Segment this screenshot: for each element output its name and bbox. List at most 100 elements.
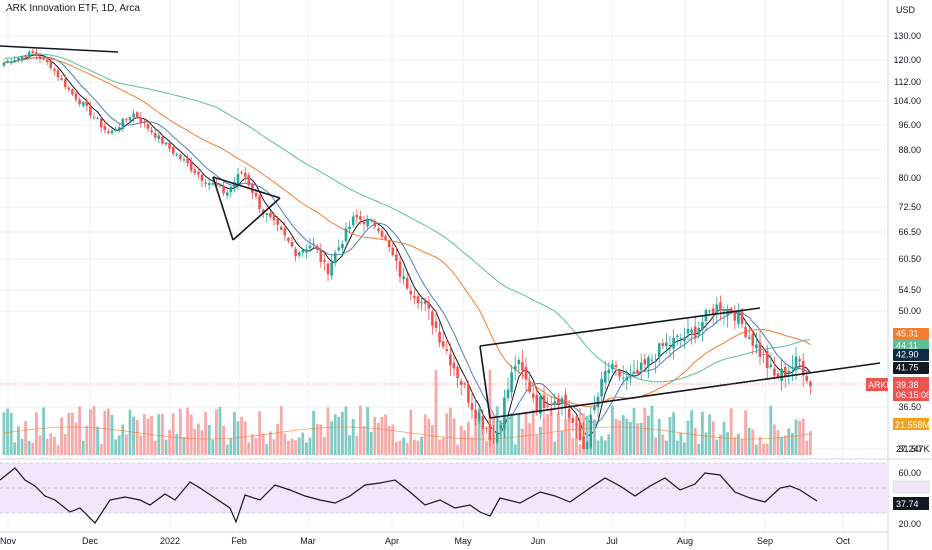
candle-body xyxy=(794,356,798,371)
volume-bar xyxy=(135,419,139,455)
candle-body xyxy=(42,58,45,60)
time-axis-label: Jul xyxy=(606,536,618,546)
candle-body xyxy=(618,370,621,377)
candle-body xyxy=(675,335,679,337)
volume-bar xyxy=(85,425,89,455)
candle-body xyxy=(571,418,575,423)
candle-body xyxy=(254,192,258,197)
volume-bar xyxy=(276,424,279,455)
volume-bar xyxy=(211,439,215,455)
volume-bar xyxy=(549,408,553,455)
volume-bar xyxy=(49,433,53,455)
volume-bar xyxy=(395,442,398,455)
candle-body xyxy=(89,106,92,116)
volume-bar xyxy=(427,418,431,455)
volume-bar xyxy=(726,432,729,455)
candle-body xyxy=(276,219,279,225)
volume-bar xyxy=(287,440,290,455)
candle-body xyxy=(503,397,506,429)
volume-bar xyxy=(384,414,387,455)
trendline[interactable] xyxy=(212,176,281,199)
candle-body xyxy=(632,371,636,374)
candle-body xyxy=(240,172,243,174)
volume-bar xyxy=(117,435,121,455)
volume-bar xyxy=(326,407,330,455)
volume-bar xyxy=(445,413,449,455)
candle-body xyxy=(650,359,654,361)
volume-bar xyxy=(222,425,225,455)
volume-bar xyxy=(283,433,287,455)
candle-body xyxy=(351,216,355,226)
volume-bar xyxy=(128,409,132,455)
rsi-value-text: 37.74 xyxy=(896,499,919,509)
candle-body xyxy=(369,219,373,221)
volume-bar xyxy=(794,419,798,455)
candle-body xyxy=(693,326,697,338)
candle-body xyxy=(395,254,398,261)
ticker-tag-box xyxy=(866,378,888,391)
candle-body xyxy=(485,427,488,429)
volume-bar xyxy=(27,440,31,455)
volume-bar xyxy=(42,407,45,455)
volume-bar xyxy=(711,421,715,455)
volume-bar xyxy=(193,428,197,455)
candle-body xyxy=(427,302,431,309)
candle-body xyxy=(377,228,380,231)
candle-body xyxy=(146,124,150,129)
time-axis-label: May xyxy=(454,536,472,546)
volume-bar xyxy=(362,426,366,455)
volume-bar xyxy=(452,418,456,455)
volume-bar xyxy=(13,442,17,455)
volume-bar xyxy=(603,440,607,455)
candle-body xyxy=(6,61,9,63)
candle-body xyxy=(517,360,521,365)
candle-body xyxy=(582,436,585,449)
trendline[interactable] xyxy=(479,307,761,347)
volume-bar xyxy=(189,414,193,455)
price-axis-label: 54.50 xyxy=(898,285,921,295)
trendline[interactable] xyxy=(232,197,281,241)
candle-body xyxy=(758,342,762,358)
volume-bar xyxy=(146,418,150,455)
candle-body xyxy=(402,276,405,279)
candle-body xyxy=(150,130,153,133)
candle-body xyxy=(297,252,301,256)
volume-bar xyxy=(387,426,391,455)
volume-bar xyxy=(758,437,762,455)
rsi-axis-label: 20.00 xyxy=(898,519,921,529)
candle-body xyxy=(362,222,366,225)
volume-bar xyxy=(524,413,528,455)
candle-body xyxy=(161,137,164,144)
volume-bar xyxy=(503,425,506,455)
candle-body xyxy=(121,118,125,129)
trendline[interactable] xyxy=(479,345,491,419)
volume-bar xyxy=(661,434,665,455)
volume-bar xyxy=(369,431,373,455)
volume-bar xyxy=(585,415,589,455)
volume-bar xyxy=(107,408,110,455)
volume-bar xyxy=(621,415,625,455)
candle-body xyxy=(265,213,269,215)
trendline[interactable] xyxy=(489,362,881,419)
trendline[interactable] xyxy=(212,176,234,241)
candle-body xyxy=(31,51,35,53)
volume-bar xyxy=(168,429,171,455)
candle-body xyxy=(488,424,492,440)
candle-body xyxy=(747,337,751,339)
volume-bar xyxy=(420,436,423,455)
volume-bar xyxy=(765,443,769,455)
volume-bar xyxy=(301,432,305,455)
volume-bar xyxy=(229,438,233,455)
candle-body xyxy=(499,424,503,429)
candle-body xyxy=(452,362,456,369)
candle-body xyxy=(438,331,441,343)
volume-bar xyxy=(571,438,575,455)
volume-bar xyxy=(441,437,445,455)
candle-body xyxy=(603,371,607,383)
candle-body xyxy=(643,359,647,365)
volume-bar xyxy=(762,443,765,455)
trendline[interactable] xyxy=(0,45,119,53)
candle-body xyxy=(737,311,740,324)
volume-bar xyxy=(578,444,582,455)
